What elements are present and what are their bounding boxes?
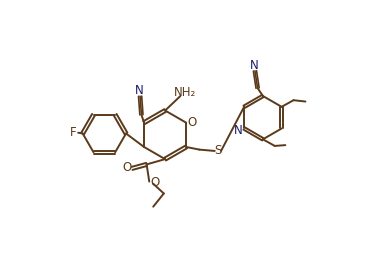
Text: N: N <box>250 58 258 72</box>
Text: S: S <box>214 144 222 158</box>
Text: N: N <box>234 124 243 137</box>
Text: O: O <box>151 176 160 189</box>
Text: N: N <box>135 84 143 97</box>
Text: O: O <box>123 160 132 174</box>
Text: O: O <box>187 116 197 129</box>
Text: NH₂: NH₂ <box>174 86 197 99</box>
Text: F: F <box>70 126 77 139</box>
